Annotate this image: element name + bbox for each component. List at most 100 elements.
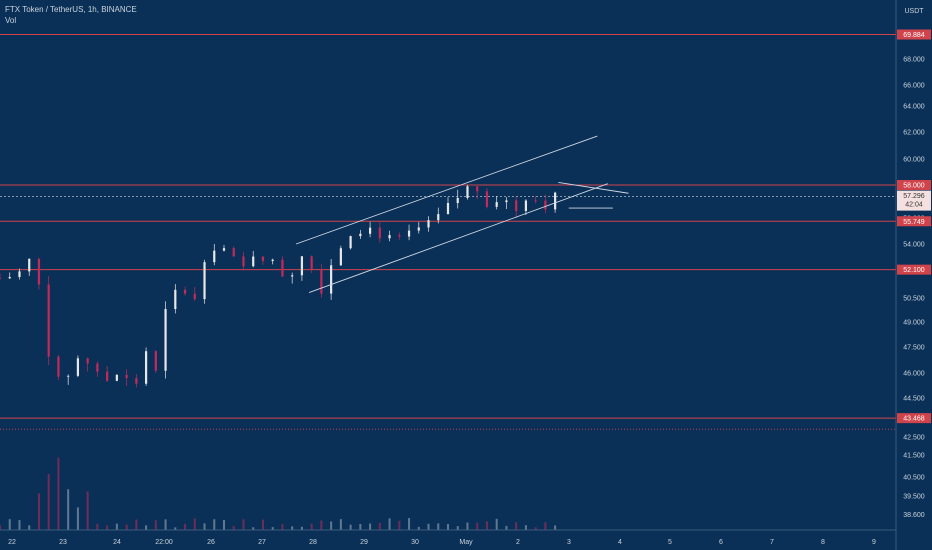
candle-body [407, 230, 411, 237]
chart-legend: FTX Token / TetherUS, 1h, BINANCE Vol [5, 4, 137, 26]
candle-body [544, 200, 547, 210]
trend-line [308, 183, 608, 294]
price-tick-label: 47.500 [903, 345, 925, 352]
price-tick-label: 50.500 [903, 296, 925, 303]
candle-body [310, 256, 313, 270]
candle-body [427, 220, 430, 228]
candle-body [135, 378, 138, 384]
price-tick-label: 38.600 [903, 512, 925, 519]
level-price-tag [897, 29, 931, 40]
price-tick-label: 68.000 [903, 57, 925, 64]
volume-bar [203, 523, 206, 530]
time-tick-label: 22 [8, 539, 16, 546]
candle-body [154, 351, 157, 371]
symbol-title[interactable]: FTX Token / TetherUS, 1h, BINANCE [5, 5, 137, 14]
candle-body [271, 259, 274, 262]
candle-body [505, 200, 508, 203]
volume-bar [339, 519, 342, 530]
volume-layer [0, 457, 557, 530]
volume-bar [447, 524, 449, 530]
volume-bar [154, 520, 157, 530]
candle-body [349, 236, 352, 249]
time-tick-label: 3 [567, 539, 571, 546]
candle-body [96, 363, 99, 372]
volume-bar [369, 523, 372, 530]
candle-body [368, 227, 372, 234]
currency-label: USDT [904, 8, 924, 15]
candle-body [456, 197, 459, 204]
volume-bar [37, 493, 40, 530]
volume-bar [18, 520, 21, 530]
candle-body [18, 271, 21, 277]
volume-bar [184, 523, 187, 530]
volume-bar [0, 525, 1, 530]
price-tick-label: 39.500 [903, 494, 925, 501]
volume-bar [515, 522, 518, 530]
volume-bar [554, 525, 557, 530]
candle-body [534, 200, 537, 202]
volume-bar [28, 525, 31, 530]
level-price-label: 69.884 [903, 32, 925, 39]
candle-body [437, 214, 440, 221]
volume-bar [115, 523, 118, 530]
volume-bar [291, 526, 294, 530]
candle-body [242, 256, 245, 267]
candle-body [67, 375, 70, 377]
volume-bar [8, 519, 11, 530]
levels-layer [0, 34, 896, 430]
price-tick-label: 62.000 [903, 130, 925, 137]
volume-bar [232, 526, 235, 530]
time-tick-label: 8 [821, 539, 825, 546]
volume-bar [76, 507, 79, 530]
candle-body [330, 265, 333, 294]
time-tick-label: May [459, 539, 473, 546]
price-tick-label: 54.000 [903, 242, 925, 249]
level-price-tag [897, 180, 931, 190]
time-tick-label: 24 [113, 539, 121, 546]
volume-bar [485, 521, 488, 530]
candle-body [47, 284, 50, 357]
time-tick-label: 29 [360, 539, 368, 546]
trend-line [295, 135, 598, 245]
volume-bar [281, 524, 284, 530]
candle-body [164, 309, 167, 371]
level-price-tag [897, 413, 931, 424]
price-tick-label: 60.000 [903, 157, 925, 164]
time-tick-label: 9 [872, 539, 876, 546]
candle-body [359, 233, 362, 237]
time-tick-label: 27 [258, 539, 266, 546]
candle-body [8, 276, 11, 279]
volume-bar [271, 527, 274, 530]
level-price-label: 43.468 [903, 416, 925, 423]
time-axis[interactable]: 22 23 24 22:00 26 27 28 29 30 May 2 3 4 5 6 7 8 9 [0, 529, 896, 546]
volume-bar [476, 522, 479, 530]
price-axis[interactable]: USDT 38.600 39.500 40.500 41.500 42.500 44.500… [895, 0, 932, 550]
candle-body [0, 278, 2, 279]
volume-bar [330, 521, 333, 530]
time-tick-label: 2 [516, 539, 520, 546]
candle-body [485, 191, 489, 207]
volume-bar [388, 518, 391, 530]
volume-label[interactable]: Vol [5, 16, 17, 25]
volume-bar [544, 522, 547, 530]
candle-body [554, 192, 557, 210]
volume-bar [524, 525, 527, 530]
volume-bar [466, 522, 469, 530]
candle-body [320, 269, 323, 294]
candle-body [252, 256, 255, 267]
volume-bar [106, 525, 109, 530]
time-tick-label: 26 [207, 539, 215, 546]
volume-bar [252, 527, 255, 530]
candle-body [524, 200, 528, 211]
candle-body [203, 262, 206, 300]
level-price-label: 55.749 [903, 219, 925, 226]
volume-bar [349, 524, 352, 530]
time-tick-label: 22:00 [155, 539, 173, 546]
volume-bar [223, 519, 225, 530]
volume-bar [300, 526, 303, 530]
volume-bar [408, 518, 411, 530]
candle-body [57, 356, 60, 377]
volume-bar [125, 524, 128, 530]
